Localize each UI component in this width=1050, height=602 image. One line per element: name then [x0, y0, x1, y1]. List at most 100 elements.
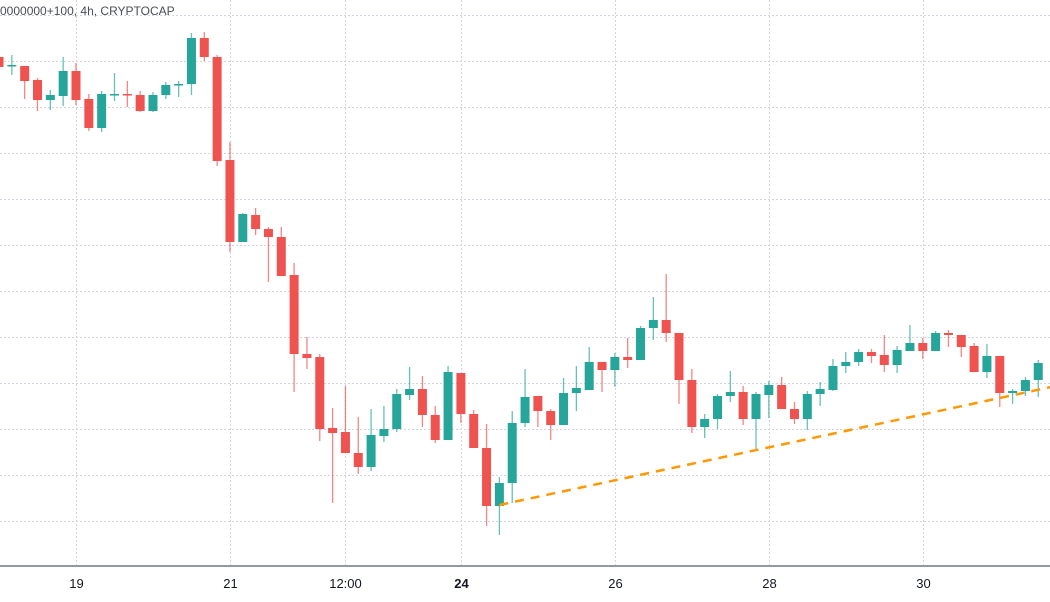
candle-body: [866, 352, 876, 356]
candle: [417, 376, 427, 427]
candle: [584, 347, 594, 390]
candle: [0, 57, 4, 67]
candle: [456, 373, 466, 423]
trendline-layer: [499, 385, 1050, 507]
candle-body: [161, 85, 171, 95]
candle: [636, 326, 646, 360]
candle-body: [1008, 391, 1018, 393]
candle-body: [71, 71, 81, 100]
candle-body: [443, 372, 453, 440]
candle-body: [430, 415, 440, 440]
candle: [764, 381, 774, 418]
candle-body: [456, 373, 466, 414]
x-axis[interactable]: 19 21 12:00 24 26 28 30: [0, 565, 1050, 602]
candle: [661, 274, 671, 342]
candle-body: [931, 333, 941, 351]
candle: [828, 359, 838, 391]
candle-body: [802, 394, 812, 419]
candle: [789, 402, 799, 424]
candle-body: [905, 343, 915, 351]
candle-body: [58, 71, 68, 96]
candle-body: [1020, 380, 1030, 391]
candle: [674, 333, 684, 404]
candle: [571, 366, 581, 411]
candle: [392, 389, 402, 432]
candle-body: [507, 423, 517, 483]
candle-body: [738, 392, 748, 419]
candle-body: [174, 84, 184, 86]
candle: [97, 91, 107, 132]
candle: [969, 343, 979, 372]
candle-body: [597, 362, 607, 370]
candle-body: [725, 392, 735, 396]
candle: [469, 410, 479, 448]
candle-body: [353, 453, 363, 467]
candle: [700, 414, 710, 438]
candle: [854, 349, 864, 366]
candle: [725, 371, 735, 402]
candle: [648, 297, 658, 340]
candle-body: [405, 389, 415, 395]
candle-body: [777, 385, 787, 409]
grid: [0, 0, 1050, 565]
candle: [430, 406, 440, 443]
candle-body: [879, 355, 889, 365]
candle-body: [263, 229, 273, 237]
candle: [713, 394, 722, 429]
symbol-legend: 0000000+100, 4h, CRYPTOCAP: [0, 4, 175, 18]
candle-body: [571, 388, 581, 393]
candle-body: [918, 343, 928, 351]
candle: [905, 325, 915, 351]
candle-body: [0, 57, 4, 67]
candle-body: [199, 38, 209, 57]
candle: [777, 377, 787, 409]
candle-body: [648, 320, 658, 328]
candle-body: [789, 409, 799, 419]
candle-body: [302, 354, 312, 358]
candle: [379, 406, 389, 442]
candle-body: [212, 57, 222, 161]
candle-body: [1033, 363, 1043, 380]
candle: [212, 55, 222, 166]
candle: [494, 477, 504, 535]
candle-body: [97, 94, 107, 128]
candle: [1008, 389, 1018, 404]
candle-body: [559, 393, 569, 425]
candles: [0, 32, 1043, 535]
candle: [995, 356, 1005, 407]
candle-body: [340, 432, 350, 453]
candle-body: [610, 357, 620, 370]
candle: [315, 354, 325, 441]
candle-body: [854, 352, 864, 362]
candle: [289, 263, 299, 392]
candle-body: [713, 396, 722, 419]
x-tick-label: 19: [69, 576, 84, 591]
candle-body: [33, 80, 43, 100]
candle: [276, 227, 286, 276]
candle: [263, 227, 273, 282]
candle-body: [546, 411, 556, 425]
candlestick-chart[interactable]: [0, 0, 1050, 565]
candle-body: [315, 357, 325, 429]
candle-body: [892, 350, 902, 365]
candle: [610, 353, 620, 387]
candle: [918, 338, 928, 359]
candle: [841, 352, 851, 373]
candle: [738, 386, 748, 425]
candle-body: [251, 215, 261, 229]
candle-body: [379, 429, 389, 436]
candle: [238, 213, 248, 242]
candle: [507, 411, 517, 503]
candle-body: [520, 397, 530, 423]
candle: [751, 392, 761, 451]
candle-body: [661, 320, 671, 333]
candle: [45, 90, 55, 110]
candle: [687, 369, 697, 433]
x-tick-label: 30: [916, 576, 931, 591]
x-tick-label: 21: [223, 576, 238, 591]
candle: [7, 55, 17, 75]
x-tick-label: 24: [454, 576, 469, 591]
candle-body: [943, 333, 953, 335]
candle: [943, 330, 953, 347]
candle: [122, 81, 132, 107]
